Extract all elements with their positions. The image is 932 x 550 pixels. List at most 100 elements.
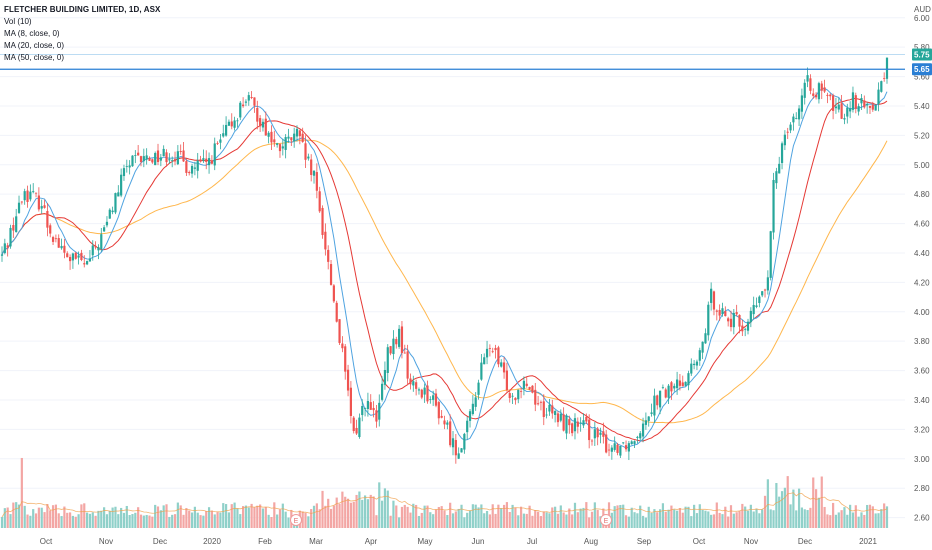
volume-bar [224,504,228,528]
candle-body [789,124,792,131]
volume-bar [406,506,409,528]
candle-body [12,225,15,231]
candle-body [809,78,812,91]
volume-bar [806,510,809,528]
ma-8-line [1,87,888,449]
x-tick-label: Dec [153,537,167,546]
volume-bar [647,506,650,528]
y-tick-label: 5.60 [914,73,930,82]
candle-body [653,395,656,416]
currency-label: AUD [914,5,931,14]
volume-bar [846,514,849,528]
y-tick-label: 3.80 [914,337,930,346]
symbol-title[interactable]: FLETCHER BUILDING LIMITED, 1D, ASX [4,5,161,14]
volume-bar [270,516,273,528]
candle-body [797,108,801,120]
volume-bar [755,508,758,528]
volume-bar [522,513,526,528]
volume-bar [443,510,446,528]
candle-body [151,159,154,163]
volume-bar [449,502,452,528]
candle-body [324,231,327,250]
candle-body [49,225,52,234]
volume-bar [800,507,804,528]
volume-bar [769,509,772,528]
candle-body [542,401,545,417]
volume-bar [633,512,636,528]
candle-body [310,159,313,175]
candle-body [423,387,426,395]
y-tick-label: 5.80 [914,43,930,52]
volume-bar [809,507,812,528]
candle-body [80,252,83,260]
candle-body [46,210,49,228]
volume-bar [366,499,370,528]
candle-body [738,314,741,327]
candle-body [88,258,92,262]
legend-ma-slow[interactable]: MA (50, close, 0) [4,53,65,62]
volume-bar [117,514,120,528]
candle-body [568,419,571,426]
candle-body [176,151,179,165]
candle-body [675,379,679,389]
legend-ma-mid[interactable]: MA (20, close, 0) [4,41,65,50]
volume-bar [131,514,134,528]
candle-body [661,387,665,389]
candle-body [74,252,77,259]
volume-bar [834,514,838,528]
x-tick-label: Nov [744,537,758,546]
volume-bar [613,506,616,528]
volume-bar [156,506,160,528]
x-tick-label: Sep [637,537,652,546]
candle-body [729,318,733,328]
candle-body [602,431,605,437]
volume-bar [37,507,40,528]
candle-body [165,152,168,163]
legend-ma-fast[interactable]: MA (8, close, 0) [4,29,60,38]
volume-bar [548,513,551,528]
candle-body [531,385,534,393]
volume-bar [409,512,412,528]
candle-body [139,156,143,163]
candle-body [57,238,60,248]
volume-bar [80,504,83,528]
candle-body [327,249,330,262]
candle-body [761,291,764,296]
candle-body [264,118,267,136]
candle-body [868,105,872,108]
candle-body [780,143,784,164]
volume-bar [222,503,225,528]
candle-body [233,120,236,128]
volume-bar [91,512,94,528]
x-tick-label: May [417,537,432,546]
candle-body [415,382,418,389]
candle-body [871,104,874,110]
legend-volume[interactable]: Vol (10) [4,17,32,26]
volume-bar [537,511,540,528]
volume-bar [247,507,250,528]
candle-body [434,393,438,406]
candle-body [554,411,557,415]
candle-body [154,153,157,166]
candle-body [6,245,9,248]
candle-body [71,253,75,261]
volume-bar [675,510,679,528]
volume-bar [329,508,333,528]
candle-body [619,446,622,456]
candle-body [383,369,387,385]
candle-body [287,136,290,139]
candle-body [159,157,162,161]
volume-bar [556,513,560,528]
candle-body [624,445,628,450]
volume-bar [528,505,531,528]
candle-body [724,311,727,317]
candle-body [261,121,265,128]
volume-bar [763,495,767,528]
volume-bar [426,505,429,528]
volume-bar [519,506,523,528]
candle-body [477,382,480,395]
candle-body [511,395,514,397]
candle-body [647,416,650,421]
volume-bar [573,502,577,528]
